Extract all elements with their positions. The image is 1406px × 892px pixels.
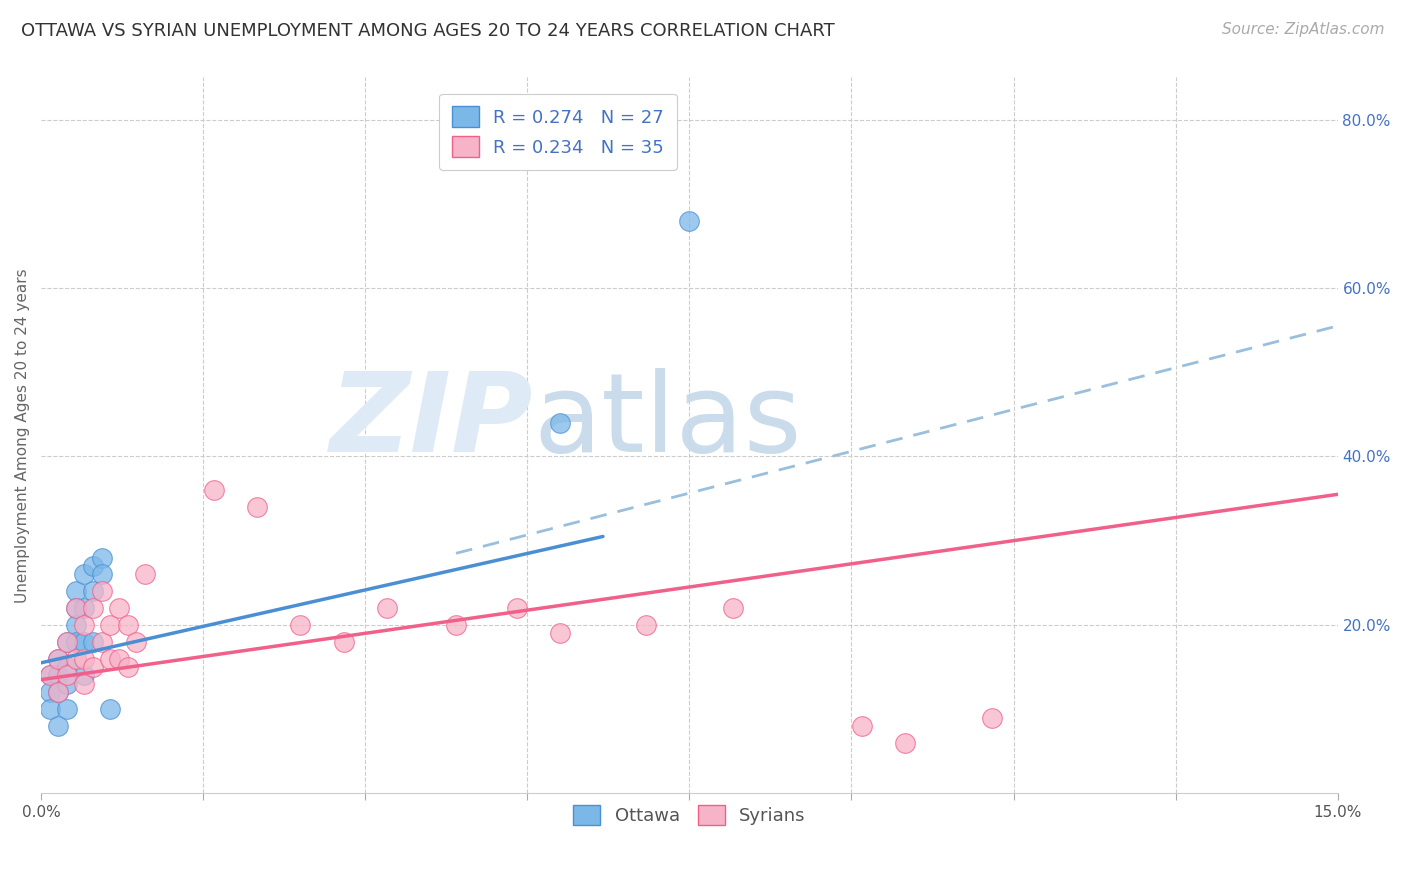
Point xyxy=(82,660,104,674)
Point xyxy=(125,634,148,648)
Point xyxy=(678,213,700,227)
Point xyxy=(56,660,79,674)
Point xyxy=(894,736,917,750)
Point xyxy=(851,719,873,733)
Point xyxy=(98,702,121,716)
Point xyxy=(73,601,96,615)
Point xyxy=(65,601,87,615)
Point xyxy=(48,719,70,733)
Text: atlas: atlas xyxy=(534,368,803,475)
Text: ZIP: ZIP xyxy=(330,368,534,475)
Point xyxy=(73,567,96,582)
Point xyxy=(90,634,112,648)
Point xyxy=(48,651,70,665)
Point xyxy=(202,483,225,497)
Point xyxy=(73,618,96,632)
Legend: Ottawa, Syrians: Ottawa, Syrians xyxy=(564,796,814,834)
Point xyxy=(98,651,121,665)
Point xyxy=(548,626,571,640)
Point xyxy=(65,618,87,632)
Text: Source: ZipAtlas.com: Source: ZipAtlas.com xyxy=(1222,22,1385,37)
Point xyxy=(56,668,79,682)
Point xyxy=(48,685,70,699)
Point xyxy=(56,677,79,691)
Point xyxy=(48,668,70,682)
Point xyxy=(290,618,312,632)
Point xyxy=(980,710,1002,724)
Y-axis label: Unemployment Among Ages 20 to 24 years: Unemployment Among Ages 20 to 24 years xyxy=(15,268,30,603)
Point xyxy=(38,668,60,682)
Point xyxy=(73,634,96,648)
Text: OTTAWA VS SYRIAN UNEMPLOYMENT AMONG AGES 20 TO 24 YEARS CORRELATION CHART: OTTAWA VS SYRIAN UNEMPLOYMENT AMONG AGES… xyxy=(21,22,835,40)
Point xyxy=(117,660,139,674)
Point xyxy=(73,668,96,682)
Point xyxy=(548,416,571,430)
Point xyxy=(82,601,104,615)
Point xyxy=(65,584,87,599)
Point xyxy=(444,618,467,632)
Point xyxy=(48,651,70,665)
Point xyxy=(56,634,79,648)
Point xyxy=(82,634,104,648)
Point xyxy=(73,651,96,665)
Point xyxy=(98,618,121,632)
Point xyxy=(108,601,131,615)
Point xyxy=(38,668,60,682)
Point xyxy=(65,651,87,665)
Point xyxy=(375,601,398,615)
Point xyxy=(65,634,87,648)
Point xyxy=(134,567,156,582)
Point xyxy=(38,702,60,716)
Point xyxy=(108,651,131,665)
Point xyxy=(636,618,658,632)
Point xyxy=(73,677,96,691)
Point xyxy=(82,558,104,573)
Point xyxy=(246,500,269,514)
Point xyxy=(332,634,354,648)
Point xyxy=(90,550,112,565)
Point xyxy=(38,685,60,699)
Point xyxy=(90,567,112,582)
Point xyxy=(56,634,79,648)
Point xyxy=(117,618,139,632)
Point xyxy=(90,584,112,599)
Point xyxy=(721,601,744,615)
Point xyxy=(65,601,87,615)
Point xyxy=(56,702,79,716)
Point xyxy=(48,685,70,699)
Point xyxy=(82,584,104,599)
Point xyxy=(505,601,527,615)
